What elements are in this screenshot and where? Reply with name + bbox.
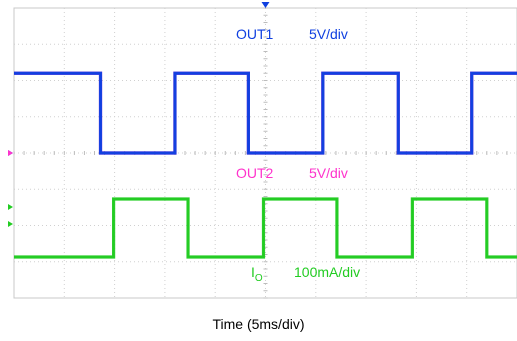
io-name-label: IO [251,264,263,284]
trigger-marker [261,2,270,8]
out1-name-label: OUT1 [236,26,274,42]
marker-out2 [8,150,13,156]
out2-name-label: OUT2 [236,165,274,181]
x-axis-label: Time (5ms/div) [212,316,305,332]
trace-out1 [14,71,517,155]
marker-io [8,221,13,227]
scope-grid [13,2,517,299]
io-scale-label: 100mA/div [294,264,360,280]
channel-markers [8,150,13,227]
io-name-base: I [251,264,255,280]
trace-edge-io [14,198,517,258]
out2-scale-label: 5V/div [309,165,348,181]
trace-edge-out2 [14,72,517,154]
trace-out2 [14,71,517,155]
trace-edge-out1 [14,72,517,154]
scope-traces [14,71,517,259]
out1-scale-label: 5V/div [309,26,348,42]
io-name-subscript: O [255,273,263,284]
trigger-level-marker [8,204,13,210]
